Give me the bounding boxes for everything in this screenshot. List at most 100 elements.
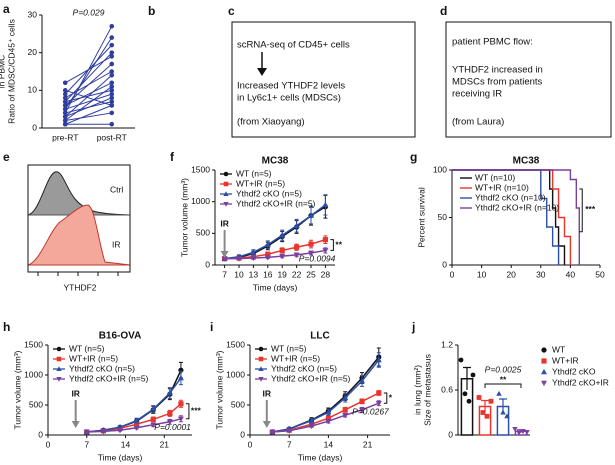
data-point bbox=[62, 91, 68, 97]
legend-marker bbox=[541, 358, 547, 364]
y-tick-label: 0.6 bbox=[441, 384, 453, 394]
pair-line bbox=[65, 104, 112, 125]
y-tick-label: 500 bbox=[231, 399, 245, 409]
y-tick-label: 30 bbox=[28, 9, 38, 19]
y-tick-label: 1500 bbox=[191, 164, 210, 174]
data-point bbox=[308, 423, 315, 430]
histogram-label: IR bbox=[112, 239, 121, 249]
x-tick-label: pre-RT bbox=[52, 132, 78, 142]
panel-label: c bbox=[228, 4, 235, 18]
legend-label: WT (n=10) bbox=[475, 172, 515, 182]
x-tick-label: 7 bbox=[287, 439, 292, 449]
data-point bbox=[109, 42, 115, 48]
data-point bbox=[470, 372, 476, 378]
data-point bbox=[62, 106, 68, 112]
data-point bbox=[250, 255, 257, 262]
data-point bbox=[265, 251, 271, 257]
y-axis-label: Percent survival bbox=[416, 187, 426, 248]
y-tick-label: 20 bbox=[28, 47, 38, 57]
annotation: IR bbox=[71, 388, 80, 398]
ir-arrow-head bbox=[220, 251, 229, 258]
annotation: ** bbox=[500, 374, 507, 384]
data-point bbox=[308, 212, 314, 218]
data-point bbox=[325, 418, 332, 425]
pair-line bbox=[65, 93, 112, 110]
x-tick-label: 50 bbox=[595, 269, 605, 279]
data-point bbox=[458, 357, 464, 363]
x-tick-label: 10 bbox=[234, 269, 244, 279]
legend-marker bbox=[56, 377, 62, 382]
x-tick-label: 20 bbox=[506, 269, 516, 279]
data-point bbox=[109, 110, 115, 116]
data-point bbox=[109, 69, 115, 74]
data-point bbox=[177, 416, 184, 422]
data-point bbox=[308, 250, 314, 257]
legend-label: WT+IR (n=10) bbox=[475, 182, 529, 192]
x-axis-label: Time (days) bbox=[98, 452, 143, 462]
x-tick-label: 19 bbox=[277, 269, 287, 279]
x-tick-label: 7 bbox=[84, 439, 89, 449]
significance-bracket bbox=[330, 239, 334, 251]
data-point bbox=[359, 407, 365, 413]
legend-label: Ythdf2 cKO+IR (n=5) bbox=[271, 373, 351, 383]
ir-arrow-head bbox=[71, 421, 80, 428]
legend-label: Ythdf2 cKO bbox=[552, 366, 596, 376]
ir-arrow-head bbox=[262, 421, 271, 428]
data-point bbox=[286, 428, 293, 434]
legend-marker bbox=[223, 191, 229, 196]
x-tick-label: 25 bbox=[306, 269, 316, 279]
frame bbox=[27, 164, 131, 273]
survival-curve bbox=[452, 169, 566, 265]
y-tick-label: 1500 bbox=[226, 339, 245, 349]
y-tick-label: 100 bbox=[433, 164, 447, 174]
x-tick-label: 13 bbox=[249, 269, 259, 279]
survival-curve bbox=[452, 169, 572, 265]
pair-line bbox=[65, 112, 112, 121]
legend-marker bbox=[223, 181, 229, 187]
box-text: (from Xiaoyang) bbox=[237, 117, 305, 128]
legend-label: WT+IR (n=5) bbox=[271, 353, 320, 363]
chart-title: MC38 bbox=[513, 156, 540, 167]
legend-marker bbox=[541, 380, 547, 387]
data-point bbox=[322, 201, 329, 208]
data-point bbox=[462, 391, 468, 397]
data-point bbox=[504, 413, 510, 419]
data-point bbox=[359, 398, 365, 404]
data-point bbox=[293, 222, 300, 228]
annotation: ** bbox=[335, 239, 342, 249]
data-point bbox=[109, 24, 115, 29]
data-point bbox=[150, 416, 156, 422]
x-axis-label: YTHDF2 bbox=[63, 282, 96, 292]
y-tick-label: 50 bbox=[438, 212, 448, 222]
box-text: (from Laura) bbox=[452, 117, 504, 128]
legend-label: Ythdf2 cKO (n=5) bbox=[236, 188, 302, 198]
legend-label: WT (n=5) bbox=[69, 343, 105, 353]
data-point bbox=[134, 421, 140, 427]
data-point bbox=[109, 121, 115, 127]
annotation: P=0.0001 bbox=[154, 422, 191, 432]
axis-ticks bbox=[37, 272, 119, 276]
y-axis-label: Size of metastasus bbox=[422, 354, 432, 426]
significance-bracket bbox=[383, 392, 388, 404]
panel-label: g bbox=[410, 150, 417, 164]
annotation: P=0.0267 bbox=[352, 406, 389, 416]
ctrl-histogram bbox=[27, 171, 131, 216]
y-axis-label: Tumor volume (mm³) bbox=[179, 178, 189, 257]
legend-label: Ythdf2 cKO (n=5) bbox=[69, 363, 135, 373]
y-axis-label: in PBMC bbox=[0, 55, 6, 89]
x-tick-label: 16 bbox=[263, 269, 273, 279]
data-point bbox=[480, 410, 486, 415]
legend-label: Ythdf2 cKO (n=10) bbox=[475, 192, 546, 202]
data-point bbox=[62, 80, 68, 86]
x-tick-label: post-RT bbox=[97, 132, 127, 142]
legend-marker bbox=[258, 377, 264, 382]
y-tick-label: 0 bbox=[442, 259, 447, 269]
legend-marker bbox=[258, 356, 264, 362]
data-point bbox=[166, 419, 173, 425]
chart-title: MC38 bbox=[262, 156, 289, 167]
data-point bbox=[62, 121, 68, 127]
pair-line bbox=[65, 82, 112, 106]
y-tick-label: 0 bbox=[32, 122, 37, 132]
legend-label: WT+IR (n=5) bbox=[236, 178, 285, 188]
